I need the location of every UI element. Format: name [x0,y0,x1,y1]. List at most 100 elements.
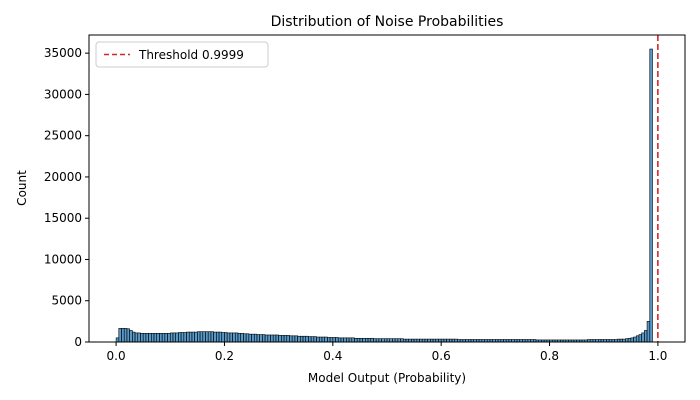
histogram-bar [126,328,130,343]
histogram-bar [305,335,309,343]
histogram-bar [365,337,369,343]
histogram-bar [180,332,185,343]
y-tick-label: 0 [74,335,82,349]
histogram-bar [186,331,190,343]
histogram-bar [167,333,171,343]
histogram-bar [169,332,174,343]
histogram-bar [329,337,334,343]
y-tick-label: 30000 [44,87,82,101]
histogram-bar [243,333,247,343]
histogram-bar [156,333,160,343]
histogram-bar [283,335,288,343]
histogram-bar [216,331,220,343]
histogram-bar [213,331,217,343]
plot-frame [88,34,686,343]
x-tick-label: 0.0 [107,349,126,363]
histogram-bar [237,333,242,343]
histogram-bar [191,331,195,343]
histogram-bar [134,332,139,343]
histogram-bar [118,328,122,343]
histogram-bar [148,333,152,343]
histogram-bar [153,333,158,343]
y-tick-label: 5000 [51,294,82,308]
histogram-bar [300,335,304,343]
histogram-bar [633,336,637,343]
histogram-bar [351,337,355,343]
histogram-bar [359,337,363,343]
histogram-bar [121,328,125,343]
histogram-bar [337,337,342,343]
histogram-bar [318,336,323,343]
histogram-bar [272,334,277,343]
histogram-bar [367,337,372,343]
histogram-bar [129,330,133,343]
histogram-bar [644,330,648,343]
histogram-bar [362,337,366,343]
x-tick-label: 0.8 [540,349,559,363]
histogram-bar [340,337,344,343]
histogram-bar [332,337,336,343]
histogram-bar [264,334,269,343]
histogram-bar [259,334,263,343]
histogram-bar [324,336,328,343]
x-axis-label: Model Output (Probability) [308,371,466,385]
histogram-bar [294,335,298,343]
legend-box [95,41,269,68]
y-axis: 0 5000 10000 15000 20000 25000 30000 35000 [44,46,89,349]
histogram-bar [302,335,307,343]
histogram-bar [218,331,223,343]
histogram-bar [335,337,339,343]
histogram-bar [321,336,325,343]
histogram-bar [267,334,271,343]
histogram-bar [207,331,212,343]
histogram-bar [164,333,168,343]
histogram-bar [627,337,632,343]
histogram-bar [140,333,144,343]
histogram-bar [370,337,374,343]
histogram-bar [646,321,651,343]
histogram-bar [229,332,233,343]
histogram-bar [308,336,312,343]
histogram-bar [234,332,239,343]
histogram-bar [145,333,149,343]
histogram-bar [638,334,642,343]
histogram-bar [245,333,250,343]
chart-title: Distribution of Noise Probabilities [271,14,504,30]
x-axis: 0.0 0.2 0.4 0.6 0.8 1.0 [107,342,667,363]
histogram-bar [205,331,209,343]
y-tick-label: 10000 [44,252,82,266]
x-tick-label: 0.6 [432,349,451,363]
histogram-bar [137,332,141,343]
histogram-bar [649,48,653,343]
legend-label-threshold: Threshold 0.9999 [138,48,244,62]
histogram-bar [346,337,350,343]
legend: Threshold 0.9999 [95,41,269,68]
histogram-bar [286,335,290,343]
histogram-bar [316,336,320,343]
x-tick-label: 0.2 [215,349,234,363]
histogram-bar [240,333,244,343]
histogram-bar [354,337,358,343]
histogram-bar [224,332,228,343]
histogram-bar [348,337,353,343]
histogram-bar [256,334,260,343]
histogram-bar [291,335,296,343]
histogram-bar [183,332,187,343]
y-tick-label: 25000 [44,129,82,143]
histogram-bar [202,331,206,343]
histogram-bar [630,337,634,343]
histogram-bar [178,332,182,343]
histogram-bar [253,333,258,343]
histogram-bar [115,337,120,343]
histogram-bar [142,333,147,343]
y-axis-label: Count [15,170,29,206]
x-tick-label: 1.0 [648,349,667,363]
histogram-bar [635,335,640,343]
histogram-bar [313,336,317,343]
y-tick-label: 20000 [44,170,82,184]
histogram-bar [248,333,252,343]
y-tick-label: 15000 [44,211,82,225]
histogram-bar [132,331,136,343]
histogram-bar [297,335,301,343]
